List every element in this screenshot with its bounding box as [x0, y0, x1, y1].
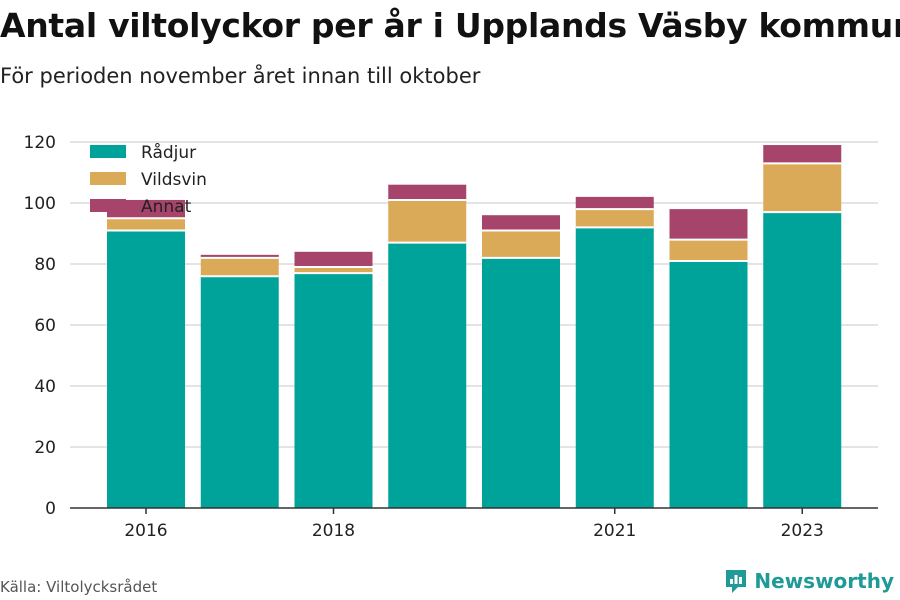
bar-segment-r-djur — [388, 242, 467, 508]
y-tick-label: 80 — [34, 255, 56, 275]
legend-label: Rådjur — [141, 142, 196, 163]
bar-segment-annat — [763, 145, 842, 164]
bar-segment-annat — [200, 254, 279, 258]
y-tick-label: 100 — [24, 194, 56, 214]
bar-segment-vildsvin — [669, 239, 748, 261]
y-tick-label: 60 — [34, 316, 56, 336]
stacked-bar-chart: 0 20 40 60 80 100 120 2016 2018 2021 2023 Rådjur Vil… — [24, 133, 878, 541]
bar-segment-r-djur — [107, 230, 185, 508]
x-tick-label: 2016 — [124, 521, 167, 541]
bar-segment-annat — [294, 251, 373, 268]
bar-segment-annat — [388, 184, 467, 200]
bar-segment-r-djur — [763, 212, 842, 508]
bar-segment-vildsvin — [482, 230, 560, 258]
bar-segment-vildsvin — [763, 163, 842, 213]
chart-subtitle: För perioden november året innan till ok… — [0, 64, 481, 88]
bar-segment-r-djur — [669, 260, 748, 508]
y-tick-label: 20 — [34, 438, 56, 458]
brand-logo: Newsworthy — [724, 568, 894, 594]
bar-segment-vildsvin — [200, 257, 279, 277]
legend-label: Annat — [141, 197, 192, 217]
bar-segment-r-djur — [575, 227, 654, 508]
y-tick-label: 120 — [24, 133, 56, 153]
legend-swatch — [90, 199, 126, 212]
x-tick-label: 2018 — [312, 521, 355, 541]
x-tick-label: 2021 — [593, 521, 636, 541]
bar-segment-annat — [669, 209, 748, 240]
bar-segment-r-djur — [482, 257, 560, 508]
x-tick-label: 2023 — [781, 521, 824, 541]
bar-segment-r-djur — [294, 273, 373, 508]
bar-segment-annat — [575, 196, 654, 210]
chart-title: Antal viltolyckor per år i Upplands Väsb… — [0, 6, 900, 45]
newsworthy-logo-icon — [726, 570, 747, 593]
y-tick-label: 0 — [45, 499, 56, 519]
bar-segment-vildsvin — [107, 218, 185, 231]
source-note: Källa: Viltolycksrådet — [0, 578, 158, 596]
legend-swatch — [90, 172, 126, 185]
bar-segment-vildsvin — [388, 199, 467, 243]
bar-segment-vildsvin — [575, 209, 654, 228]
bar-segment-vildsvin — [294, 267, 373, 274]
bar-segment-annat — [107, 199, 185, 219]
bar-segment-annat — [482, 215, 560, 231]
legend-swatch — [90, 145, 126, 158]
brand-name: Newsworthy — [754, 569, 894, 593]
bar-segment-r-djur — [200, 276, 279, 508]
y-tick-label: 40 — [34, 377, 56, 397]
legend-label: Vildsvin — [141, 170, 207, 190]
